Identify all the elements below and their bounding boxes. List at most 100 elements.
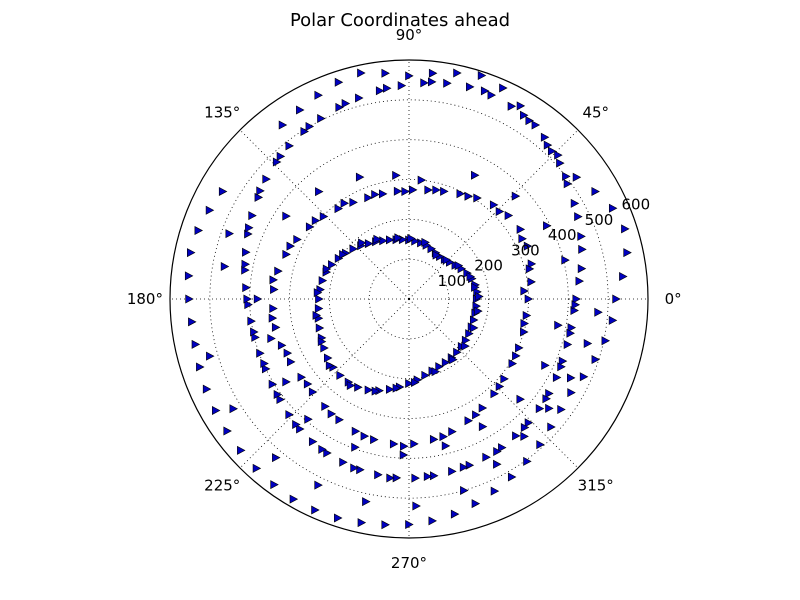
data-point (621, 224, 630, 234)
data-point (304, 414, 313, 424)
data-point (511, 191, 521, 201)
data-point (405, 71, 414, 81)
data-point (417, 238, 426, 248)
data-point (543, 221, 552, 231)
r-tick-label: 600 (621, 196, 650, 214)
data-point (547, 422, 556, 432)
data-point (453, 68, 462, 78)
data-point (420, 78, 429, 88)
data-point (578, 244, 587, 254)
data-point (417, 175, 427, 185)
data-point (495, 207, 505, 217)
data-point (254, 192, 264, 202)
data-point (594, 307, 603, 317)
data-point (545, 403, 554, 413)
data-point (339, 457, 348, 467)
data-point (245, 223, 254, 233)
data-point (507, 101, 517, 111)
data-point (563, 179, 573, 189)
data-point (321, 401, 330, 411)
data-point (315, 323, 325, 333)
data-point (277, 340, 287, 350)
data-point (531, 120, 541, 130)
data-point (270, 480, 279, 490)
data-point (282, 249, 291, 259)
data-point (269, 275, 278, 285)
data-point (305, 222, 315, 232)
data-point (276, 151, 286, 161)
data-point (449, 355, 458, 365)
data-point (314, 90, 323, 100)
data-point (323, 353, 333, 363)
data-point (552, 373, 562, 383)
tick-labels: 0° 45° 90° 135° 180° 225° 270° 315° 100 200 300 400… (127, 26, 682, 572)
data-point (570, 198, 580, 208)
theta-tick-label: 135° (204, 103, 240, 121)
data-point (421, 370, 430, 380)
data-point (351, 442, 360, 452)
data-point (206, 351, 215, 361)
data-point (441, 441, 451, 451)
data-point (194, 226, 204, 236)
data-point (335, 102, 344, 112)
data-point (394, 233, 403, 243)
data-point (557, 362, 566, 372)
data-point (317, 337, 327, 347)
data-point (464, 416, 474, 426)
data-point (512, 431, 521, 441)
data-point (487, 90, 497, 100)
r-grid-circle (328, 218, 490, 380)
data-point (270, 285, 279, 295)
data-point (381, 68, 390, 78)
data-point (428, 68, 438, 78)
data-point (392, 170, 401, 180)
data-point (557, 405, 566, 415)
data-point (305, 122, 315, 132)
data-point (480, 86, 490, 96)
data-point (244, 300, 253, 310)
data-point (282, 211, 291, 221)
data-point (223, 426, 232, 436)
data-point (315, 187, 324, 197)
data-point (357, 68, 366, 78)
data-point (527, 277, 536, 287)
data-point (490, 486, 500, 496)
data-point (287, 357, 296, 367)
data-point (477, 70, 487, 80)
theta-tick-label: 225° (204, 477, 240, 495)
data-point (300, 126, 309, 136)
data-point (461, 335, 471, 345)
data-point (541, 360, 550, 370)
data-point (272, 453, 281, 463)
data-point (608, 203, 618, 213)
theta-tick-label: 315° (578, 477, 614, 495)
data-point (261, 364, 271, 374)
data-point (577, 264, 587, 274)
data-point (547, 146, 557, 156)
data-point (262, 174, 271, 184)
data-point (508, 359, 518, 369)
data-point (520, 286, 529, 296)
data-point (448, 466, 457, 476)
data-point (308, 437, 318, 447)
data-point (409, 185, 418, 195)
data-point (349, 244, 358, 254)
data-point (520, 319, 529, 329)
data-point (566, 328, 575, 338)
data-point (371, 386, 381, 396)
data-point (518, 234, 527, 244)
data-point (454, 261, 464, 271)
data-point (427, 244, 436, 254)
data-point (358, 238, 367, 248)
data-point (251, 332, 260, 342)
data-point (423, 471, 433, 481)
data-point (357, 518, 367, 528)
data-point (271, 322, 281, 332)
data-point (356, 465, 365, 475)
theta-grid-line (408, 298, 579, 469)
data-point (318, 444, 327, 454)
data-point (385, 384, 395, 394)
data-point (242, 247, 251, 257)
data-point (220, 261, 230, 271)
r-tick-label: 400 (548, 226, 577, 244)
